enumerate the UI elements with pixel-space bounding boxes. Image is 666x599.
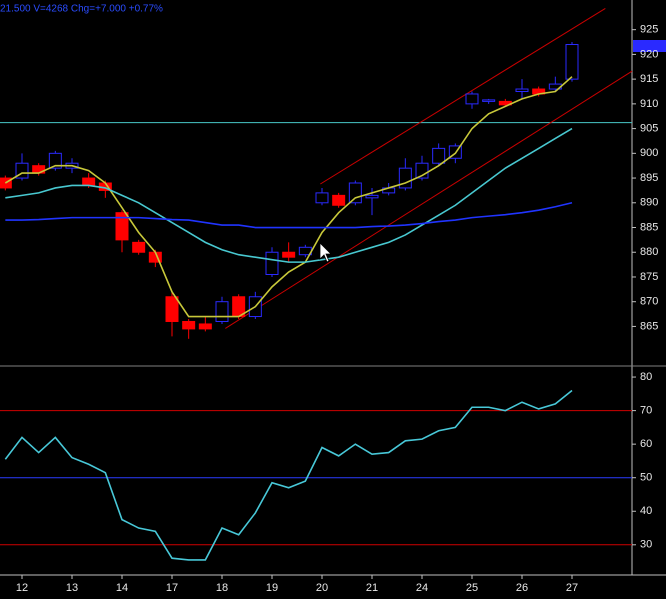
candle-body xyxy=(315,192,329,204)
line-series xyxy=(5,202,573,229)
y-tick-label: 60 xyxy=(640,438,652,450)
candle-body xyxy=(365,194,379,199)
candle-body xyxy=(215,301,229,322)
candle-body xyxy=(282,251,296,258)
candle-body xyxy=(515,88,529,92)
line-series xyxy=(5,127,573,263)
line-series xyxy=(4,76,573,318)
candle-body xyxy=(182,320,196,330)
y-tick-label: 920 xyxy=(640,48,658,60)
candle-body xyxy=(165,296,179,322)
y-tick-label: 890 xyxy=(640,197,658,209)
x-tick-label: 19 xyxy=(266,582,278,594)
candle-body xyxy=(465,93,479,105)
trend-line xyxy=(320,7,606,185)
y-tick-label: 875 xyxy=(640,271,658,283)
y-tick-label: 900 xyxy=(640,147,658,159)
x-tick-label: 25 xyxy=(466,582,478,594)
mouse-cursor xyxy=(319,242,332,263)
x-tick-label: 24 xyxy=(416,582,428,594)
candle-body xyxy=(132,241,146,253)
y-tick-label: 40 xyxy=(640,505,652,517)
x-tick-label: 21 xyxy=(366,582,378,594)
y-tick-label: 910 xyxy=(640,98,658,110)
x-tick-label: 17 xyxy=(166,582,178,594)
candle-body xyxy=(115,212,129,241)
y-tick-label: 870 xyxy=(640,296,658,308)
x-tick-label: 12 xyxy=(16,582,28,594)
x-tick-label: 13 xyxy=(66,582,78,594)
candle-body xyxy=(398,167,412,189)
quote-header: 21.500 V=4268 Chg=+7.000 +0.77% xyxy=(0,4,163,15)
y-tick-label: 70 xyxy=(640,405,652,417)
candle-body xyxy=(48,152,62,169)
y-tick-label: 865 xyxy=(640,320,658,332)
y-tick-label: 30 xyxy=(640,539,652,551)
x-tick-label: 14 xyxy=(116,582,128,594)
candle-body xyxy=(348,182,362,204)
candle-body xyxy=(332,194,346,206)
y-tick-label: 925 xyxy=(640,24,658,36)
x-tick-label: 27 xyxy=(566,582,578,594)
candle-body xyxy=(482,99,496,102)
x-tick-label: 26 xyxy=(516,582,528,594)
y-tick-label: 895 xyxy=(640,172,658,184)
x-tick-label: 20 xyxy=(316,582,328,594)
candle-body xyxy=(265,251,279,275)
candle-body xyxy=(432,147,446,164)
candle-body xyxy=(565,44,579,80)
x-tick-label: 18 xyxy=(216,582,228,594)
y-tick-label: 880 xyxy=(640,246,658,258)
y-tick-label: 50 xyxy=(640,472,652,484)
price-tag xyxy=(633,40,666,52)
trend-line xyxy=(225,70,633,329)
y-tick-label: 915 xyxy=(640,73,658,85)
candle-body xyxy=(198,323,212,330)
y-tick-label: 80 xyxy=(640,371,652,383)
y-tick-label: 905 xyxy=(640,123,658,135)
line-series xyxy=(4,389,573,561)
candle-body xyxy=(82,177,96,186)
y-tick-label: 885 xyxy=(640,221,658,233)
